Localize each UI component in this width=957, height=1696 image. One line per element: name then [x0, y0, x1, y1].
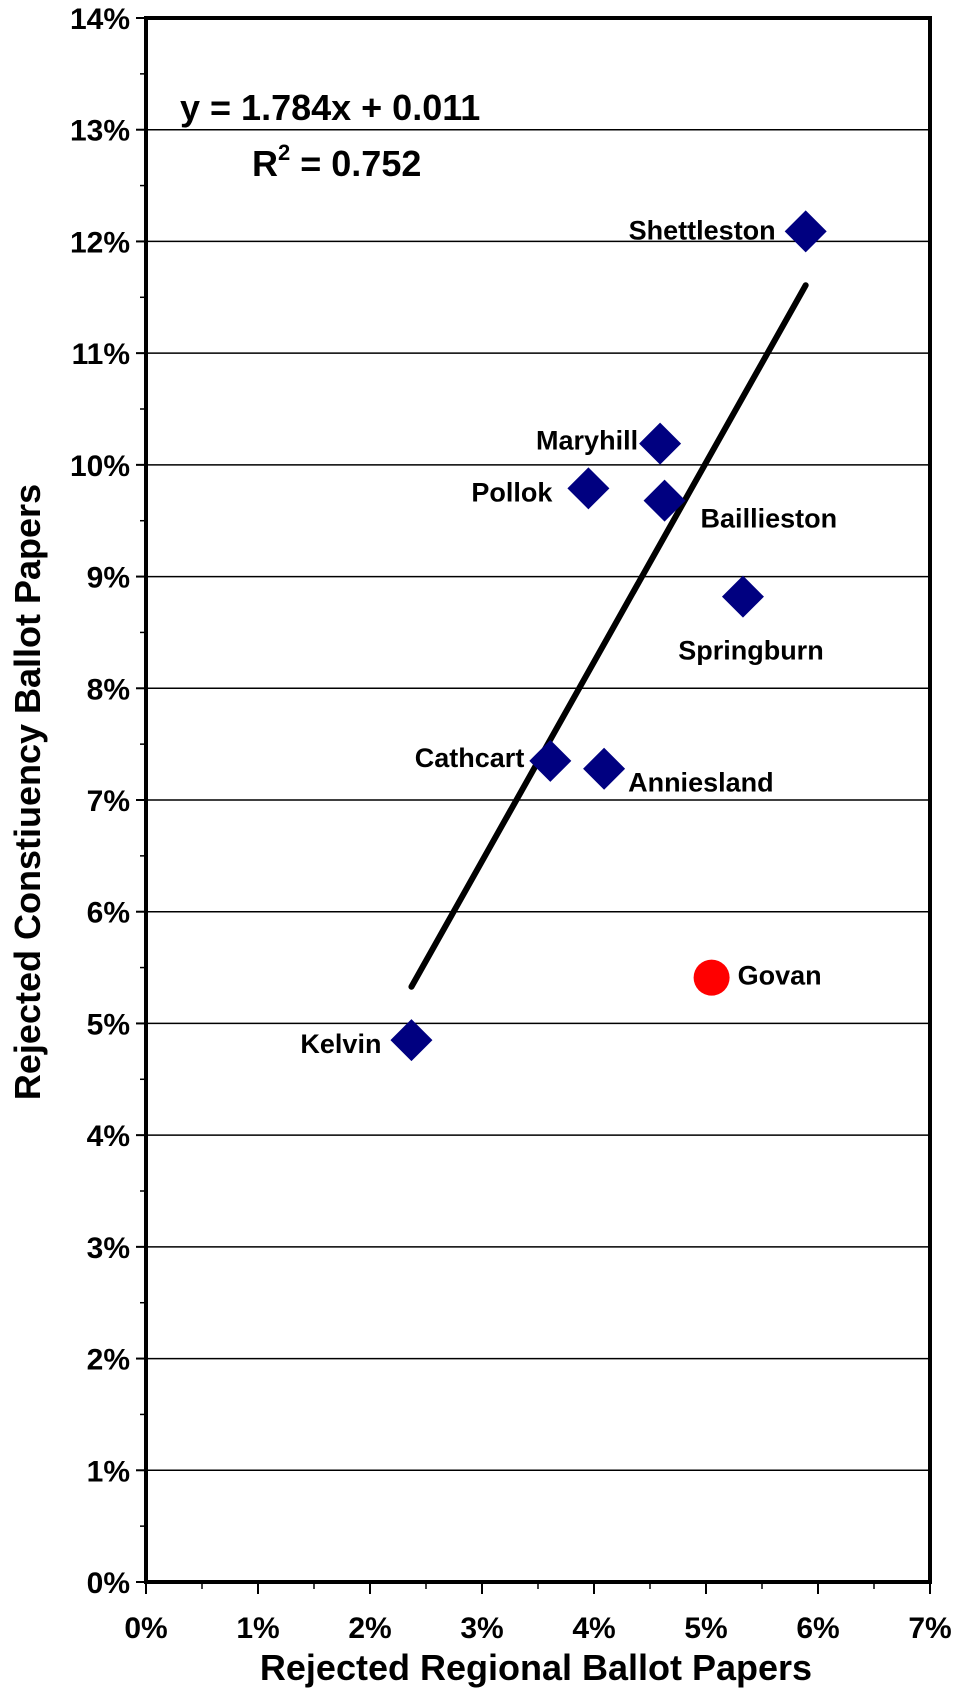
data-point-anniesland: [583, 747, 626, 790]
y-tick-label: 8%: [87, 673, 130, 706]
x-axis-title: Rejected Regional Ballot Papers: [260, 1647, 812, 1688]
x-tick-label: 5%: [684, 1612, 727, 1645]
r-squared-value: = 0.752: [290, 143, 421, 184]
y-tick-label: 14%: [70, 3, 130, 36]
point-label-springburn: Springburn: [678, 636, 823, 666]
y-tick-label: 9%: [87, 562, 130, 595]
x-tick-label: 7%: [908, 1612, 951, 1645]
data-point-shettleston: [784, 210, 827, 253]
x-tick-label: 4%: [572, 1612, 615, 1645]
r-squared-annotation: R2 = 0.752: [252, 140, 421, 184]
data-point-springburn: [721, 575, 764, 618]
grid-lines: [146, 128, 930, 1472]
point-label-cathcart: Cathcart: [415, 743, 525, 773]
x-tick-label: 1%: [236, 1612, 279, 1645]
x-tick-label: 2%: [348, 1612, 391, 1645]
point-label-maryhill: Maryhill: [536, 426, 638, 456]
y-tick-label: 11%: [72, 338, 130, 371]
data-point-kelvin: [390, 1019, 433, 1062]
r-squared-superscript: 2: [278, 140, 290, 165]
data-point-govan: [693, 959, 730, 996]
trendline-equation: y = 1.784x + 0.011: [180, 87, 480, 128]
y-tick-label: 7%: [87, 785, 130, 818]
data-points: [390, 210, 827, 1062]
r-squared-prefix: R: [252, 143, 278, 184]
y-tick-label: 0%: [87, 1567, 130, 1600]
data-point-pollok: [567, 467, 610, 510]
y-axis-title: Rejected Constiuency Ballot Papers: [7, 484, 48, 1100]
point-label-shettleston: Shettleston: [629, 215, 776, 245]
point-labels: Shettleston Maryhill Pollok Baillieston Spri…: [300, 215, 837, 1059]
data-point-maryhill: [639, 422, 682, 465]
y-tick-label: 2%: [87, 1344, 130, 1377]
data-point-cathcart: [529, 739, 572, 782]
x-tick-label: 0%: [124, 1612, 167, 1645]
y-tick-label: 13%: [70, 115, 130, 148]
y-tick-label: 10%: [70, 450, 130, 483]
x-tick-label: 3%: [460, 1612, 503, 1645]
x-tick-label: 6%: [796, 1612, 839, 1645]
x-axis-ticks: 0% 1% 2% 3% 4% 5% 6% 7%: [124, 1582, 952, 1645]
point-label-anniesland: Anniesland: [628, 768, 774, 798]
point-label-kelvin: Kelvin: [300, 1029, 381, 1059]
trendline: [408, 282, 809, 990]
data-point-baillieston: [643, 479, 686, 522]
point-label-govan: Govan: [738, 961, 822, 991]
y-tick-label: 5%: [87, 1008, 130, 1041]
y-tick-label: 6%: [87, 897, 130, 930]
y-tick-label: 3%: [87, 1232, 130, 1265]
point-label-baillieston: Baillieston: [701, 504, 838, 534]
y-tick-label: 4%: [87, 1120, 130, 1153]
y-axis-ticks: 0% 1% 2% 3% 4% 5% 6% 7% 8% 9% 10% 11% 12% 13% 14%: [70, 3, 146, 1600]
y-tick-label: 12%: [70, 226, 130, 259]
y-tick-label: 1%: [87, 1455, 130, 1488]
trendline-group: [408, 282, 809, 990]
point-label-pollok: Pollok: [471, 477, 553, 507]
